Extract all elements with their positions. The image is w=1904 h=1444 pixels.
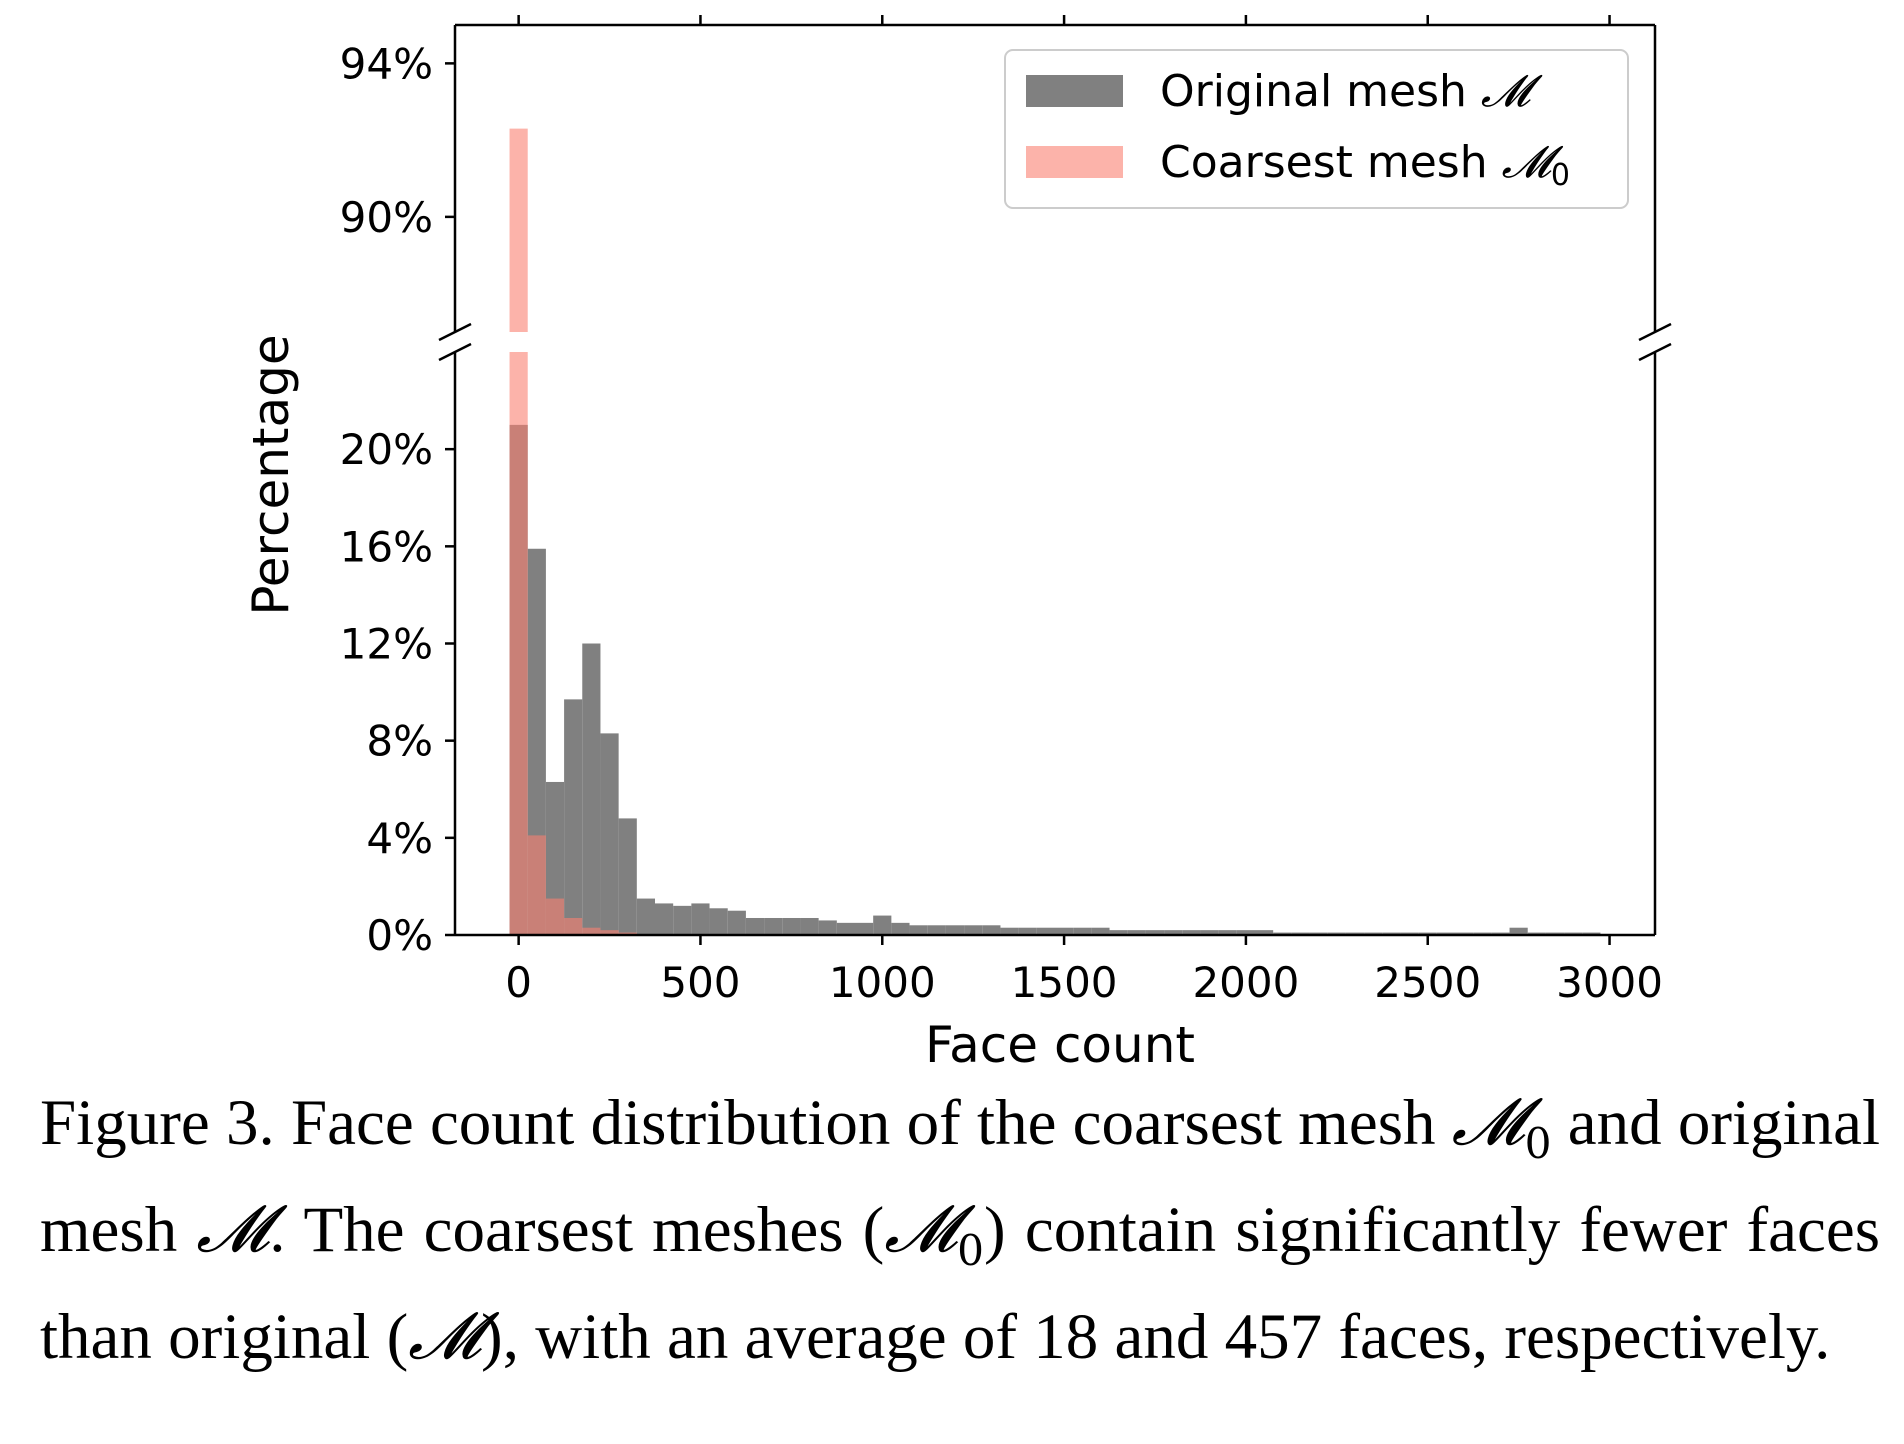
bar-original-1800 xyxy=(1164,930,1183,935)
x-tick-label-2500: 2500 xyxy=(1374,958,1481,1007)
bar-original-1100 xyxy=(909,925,928,935)
bar-original-450 xyxy=(673,905,692,935)
x-tick-label-3000: 3000 xyxy=(1556,958,1663,1007)
bar-original-1950 xyxy=(1218,930,1237,935)
y-axis-title: Percentage xyxy=(242,334,300,615)
y-tick-label-0: 0% xyxy=(366,911,433,960)
bar-coarsest-50 xyxy=(527,835,546,935)
bar-original-1150 xyxy=(927,925,946,935)
legend-frame xyxy=(1004,49,1629,209)
caption-symbol-original-2: 𝓜 xyxy=(408,1299,482,1374)
bar-original-600 xyxy=(727,910,746,935)
x-tick-label-0: 0 xyxy=(505,958,532,1007)
bar-coarsest-150 xyxy=(564,917,583,935)
bar-original-1300 xyxy=(982,925,1001,935)
caption-symbol-coarse: 𝓜0 xyxy=(1451,1085,1552,1168)
caption-text-1: Face count distribution of the coarsest … xyxy=(290,1087,1436,1159)
caption-text-3: . The coarsest meshes ( xyxy=(269,1194,885,1266)
x-axis-title: Face count xyxy=(925,1016,1195,1074)
x-tick-label-1000: 1000 xyxy=(829,958,936,1007)
legend: Original mesh 𝓜 Coarsest mesh 𝓜0 xyxy=(1004,49,1629,209)
legend-label-original: Original mesh 𝓜 xyxy=(1160,66,1543,117)
bar-original-1200 xyxy=(945,925,965,935)
bar-original-1900 xyxy=(1200,930,1219,935)
caption-text-4: ) contain significantly fewer faces than… xyxy=(40,1194,1881,1373)
x-tick-label-2000: 2000 xyxy=(1192,958,1299,1007)
bar-original-1700 xyxy=(1127,930,1146,935)
bar-original-850 xyxy=(818,920,837,935)
bar-original-2000 xyxy=(1236,930,1255,935)
figure-caption: Figure 3. Face count distribution of the… xyxy=(40,1080,1880,1380)
bar-original-300 xyxy=(618,818,637,935)
x-tick-label-500: 500 xyxy=(660,958,740,1007)
bar-original-2750 xyxy=(1509,927,1528,935)
bar-original-1400 xyxy=(1018,927,1037,935)
caption-text-2: and original mesh xyxy=(40,1087,1881,1266)
caption-text-5: ), with an average of 18 and 457 faces, … xyxy=(481,1301,1831,1373)
bar-original-400 xyxy=(655,903,674,935)
bar-original-200 xyxy=(582,643,601,935)
y-tick-label-upper-94: 94% xyxy=(340,39,433,88)
bar-original-350 xyxy=(636,898,655,935)
axis-break-mark-1 xyxy=(438,342,472,362)
bar-original-1750 xyxy=(1145,930,1165,935)
y-tick-label-16: 16% xyxy=(340,522,433,571)
caption-symbol-original: 𝓜 xyxy=(196,1192,270,1267)
bar-original-900 xyxy=(836,922,855,935)
bar-original-950 xyxy=(855,922,874,935)
bar-original-750 xyxy=(782,917,801,935)
bar-original-1550 xyxy=(1073,927,1092,935)
bar-original-1250 xyxy=(964,925,983,935)
axis-break-mark-2 xyxy=(1638,322,1672,342)
chart-ticks: 0 500 1000 1500 2000 2500 3000 0% 4% 8% 12% 16% 20% 9… xyxy=(340,15,1663,1007)
axis-break-mark-0 xyxy=(438,322,472,342)
upper-panel-bars xyxy=(509,128,528,332)
bar-original-1850 xyxy=(1182,930,1201,935)
bar-coarsest-250 xyxy=(600,930,619,935)
histogram-chart: 0 500 1000 1500 2000 2500 3000 0% 4% 8% 12% 16% 20% 9… xyxy=(242,15,1672,1074)
bar-original-500 xyxy=(691,903,710,935)
bar-original-100 xyxy=(545,781,565,935)
bar-original-1500 xyxy=(1055,927,1074,935)
bar-original-1000 xyxy=(873,915,892,935)
lower-panel-bars xyxy=(509,352,1601,935)
legend-label-coarsest: Coarsest mesh 𝓜0 xyxy=(1160,137,1570,193)
x-tick-label-1500: 1500 xyxy=(1011,958,1118,1007)
bar-coarsest-100 xyxy=(545,898,565,935)
bar-original-800 xyxy=(800,917,819,935)
bar-original-2050 xyxy=(1255,930,1274,935)
y-tick-label-20: 20% xyxy=(340,425,433,474)
y-tick-label-upper-90: 90% xyxy=(340,193,433,242)
caption-symbol-coarse-2: 𝓜0 xyxy=(884,1192,985,1275)
bar-original-550 xyxy=(709,908,728,935)
y-tick-label-8: 8% xyxy=(366,717,433,766)
y-tick-label-12: 12% xyxy=(340,620,433,669)
bar-original-1050 xyxy=(891,922,910,935)
y-tick-label-4: 4% xyxy=(366,814,433,863)
bar-original-250 xyxy=(600,733,619,935)
bar-coarsest-0-upper xyxy=(509,128,528,332)
bar-original-1600 xyxy=(1091,927,1110,935)
bar-original-1650 xyxy=(1109,930,1128,935)
bar-original-650 xyxy=(745,917,765,935)
legend-swatch-original xyxy=(1026,75,1123,107)
bar-original-700 xyxy=(764,917,783,935)
axis-break-mark-3 xyxy=(1638,342,1672,362)
bar-original-150 xyxy=(564,699,583,935)
legend-swatch-coarsest xyxy=(1026,146,1123,178)
bar-coarsest-0 xyxy=(509,352,528,935)
bar-coarsest-200 xyxy=(582,927,601,935)
bar-original-1450 xyxy=(1036,927,1055,935)
caption-label: Figure 3. xyxy=(40,1087,275,1159)
bar-original-1350 xyxy=(1000,927,1019,935)
